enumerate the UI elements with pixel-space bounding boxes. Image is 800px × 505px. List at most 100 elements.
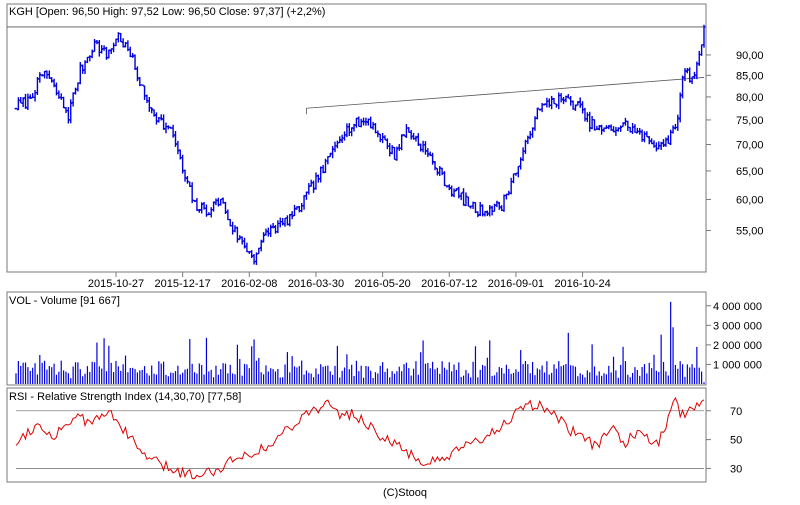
price-bar — [450, 185, 454, 197]
price-bar — [143, 85, 147, 100]
price-bar — [171, 124, 175, 138]
price-bar — [307, 183, 311, 195]
price-bar — [219, 198, 223, 206]
price-bar — [328, 152, 332, 158]
price-bar — [140, 84, 144, 86]
price-bar — [433, 160, 437, 171]
price-bar — [100, 45, 104, 54]
price-bar — [47, 70, 51, 80]
price-bar — [564, 95, 568, 103]
price-bar — [62, 96, 66, 109]
price-bar — [538, 108, 542, 111]
price-bar — [121, 38, 125, 48]
date-x-tick-label: 2016-02-08 — [221, 278, 277, 290]
volume-y-tick-label: 1 000 000 — [713, 359, 762, 371]
price-bar — [426, 148, 430, 158]
date-x-tick-label: 2016-07-12 — [421, 278, 477, 290]
price-bar — [78, 62, 82, 85]
price-bar — [576, 101, 580, 106]
price-bar — [700, 44, 704, 56]
price-bar — [281, 217, 285, 226]
price-bar — [66, 106, 70, 124]
price-bar — [559, 93, 563, 103]
price-bar — [235, 226, 239, 243]
copyright-credit: (C)Stooq — [383, 487, 427, 499]
rsi-y-tick-label: 50 — [730, 435, 742, 447]
date-x-tick-label: 2016-05-20 — [354, 278, 410, 290]
price-bar — [338, 136, 342, 144]
price-bar — [259, 239, 263, 252]
price-bar — [414, 135, 418, 142]
rsi-panel-frame — [6, 387, 707, 483]
price-bar — [14, 107, 18, 110]
price-bar — [257, 247, 261, 255]
price-bar — [226, 209, 230, 221]
price-bar — [16, 97, 20, 111]
price-bar — [673, 123, 677, 130]
price-bar — [678, 92, 682, 123]
price-bar — [619, 125, 623, 132]
price-y-tick-label: 70,00 — [736, 140, 764, 152]
price-bar — [692, 71, 696, 79]
rsi-y-axis: 70 50 30 — [706, 406, 742, 475]
price-bar — [562, 96, 566, 105]
price-bar — [483, 210, 487, 217]
price-bar — [545, 97, 549, 108]
price-bar — [597, 124, 601, 131]
price-bar — [354, 117, 358, 128]
price-bar — [592, 119, 596, 131]
price-bars-layer — [14, 24, 706, 265]
price-bar — [24, 93, 28, 109]
price-bar — [552, 97, 556, 105]
price-bar — [383, 135, 387, 141]
price-bar — [497, 202, 501, 210]
price-bar — [233, 225, 237, 233]
price-bar — [159, 114, 163, 121]
price-bar — [478, 201, 482, 217]
price-bar — [231, 221, 235, 235]
price-bar — [183, 169, 187, 182]
date-x-tick-label: 2015-12-17 — [155, 278, 211, 290]
price-bar — [340, 134, 344, 144]
price-bar — [273, 224, 277, 234]
price-bar — [128, 46, 132, 58]
price-bar — [550, 95, 554, 110]
price-bar — [288, 213, 292, 227]
price-bar — [33, 89, 37, 102]
price-bar — [71, 92, 75, 107]
price-bar — [357, 116, 361, 128]
price-bar — [702, 24, 706, 48]
price-bar — [459, 192, 463, 201]
volume-y-tick-label: 3 000 000 — [713, 320, 762, 332]
price-trendline — [306, 77, 705, 109]
price-bar — [209, 207, 213, 218]
price-bar — [526, 135, 530, 145]
price-y-axis: 90,00 85,00 80,00 75,00 70,00 65,00 60,00 55,00 — [706, 50, 764, 237]
price-bar — [547, 98, 551, 108]
price-bar — [150, 107, 154, 114]
price-bar — [395, 146, 399, 161]
price-bar — [588, 111, 592, 132]
date-x-tick-label: 2015-10-27 — [88, 278, 144, 290]
price-bar — [164, 122, 168, 134]
price-bar — [688, 67, 692, 83]
price-bar — [376, 130, 380, 138]
price-bar — [664, 137, 668, 147]
price-bar — [388, 143, 392, 157]
price-bar — [457, 186, 461, 199]
price-bar — [397, 144, 401, 151]
rsi-series-line — [15, 396, 705, 480]
price-bar — [381, 133, 385, 144]
price-bar — [293, 204, 297, 217]
price-bar — [74, 87, 78, 95]
price-bar — [585, 112, 589, 123]
price-panel-frame — [6, 3, 707, 273]
price-bar — [364, 117, 368, 126]
price-bar — [654, 142, 658, 152]
price-bar — [566, 94, 570, 99]
price-bar — [402, 134, 406, 137]
price-bar — [154, 112, 158, 125]
price-bar — [485, 210, 489, 217]
price-bar — [502, 194, 506, 212]
